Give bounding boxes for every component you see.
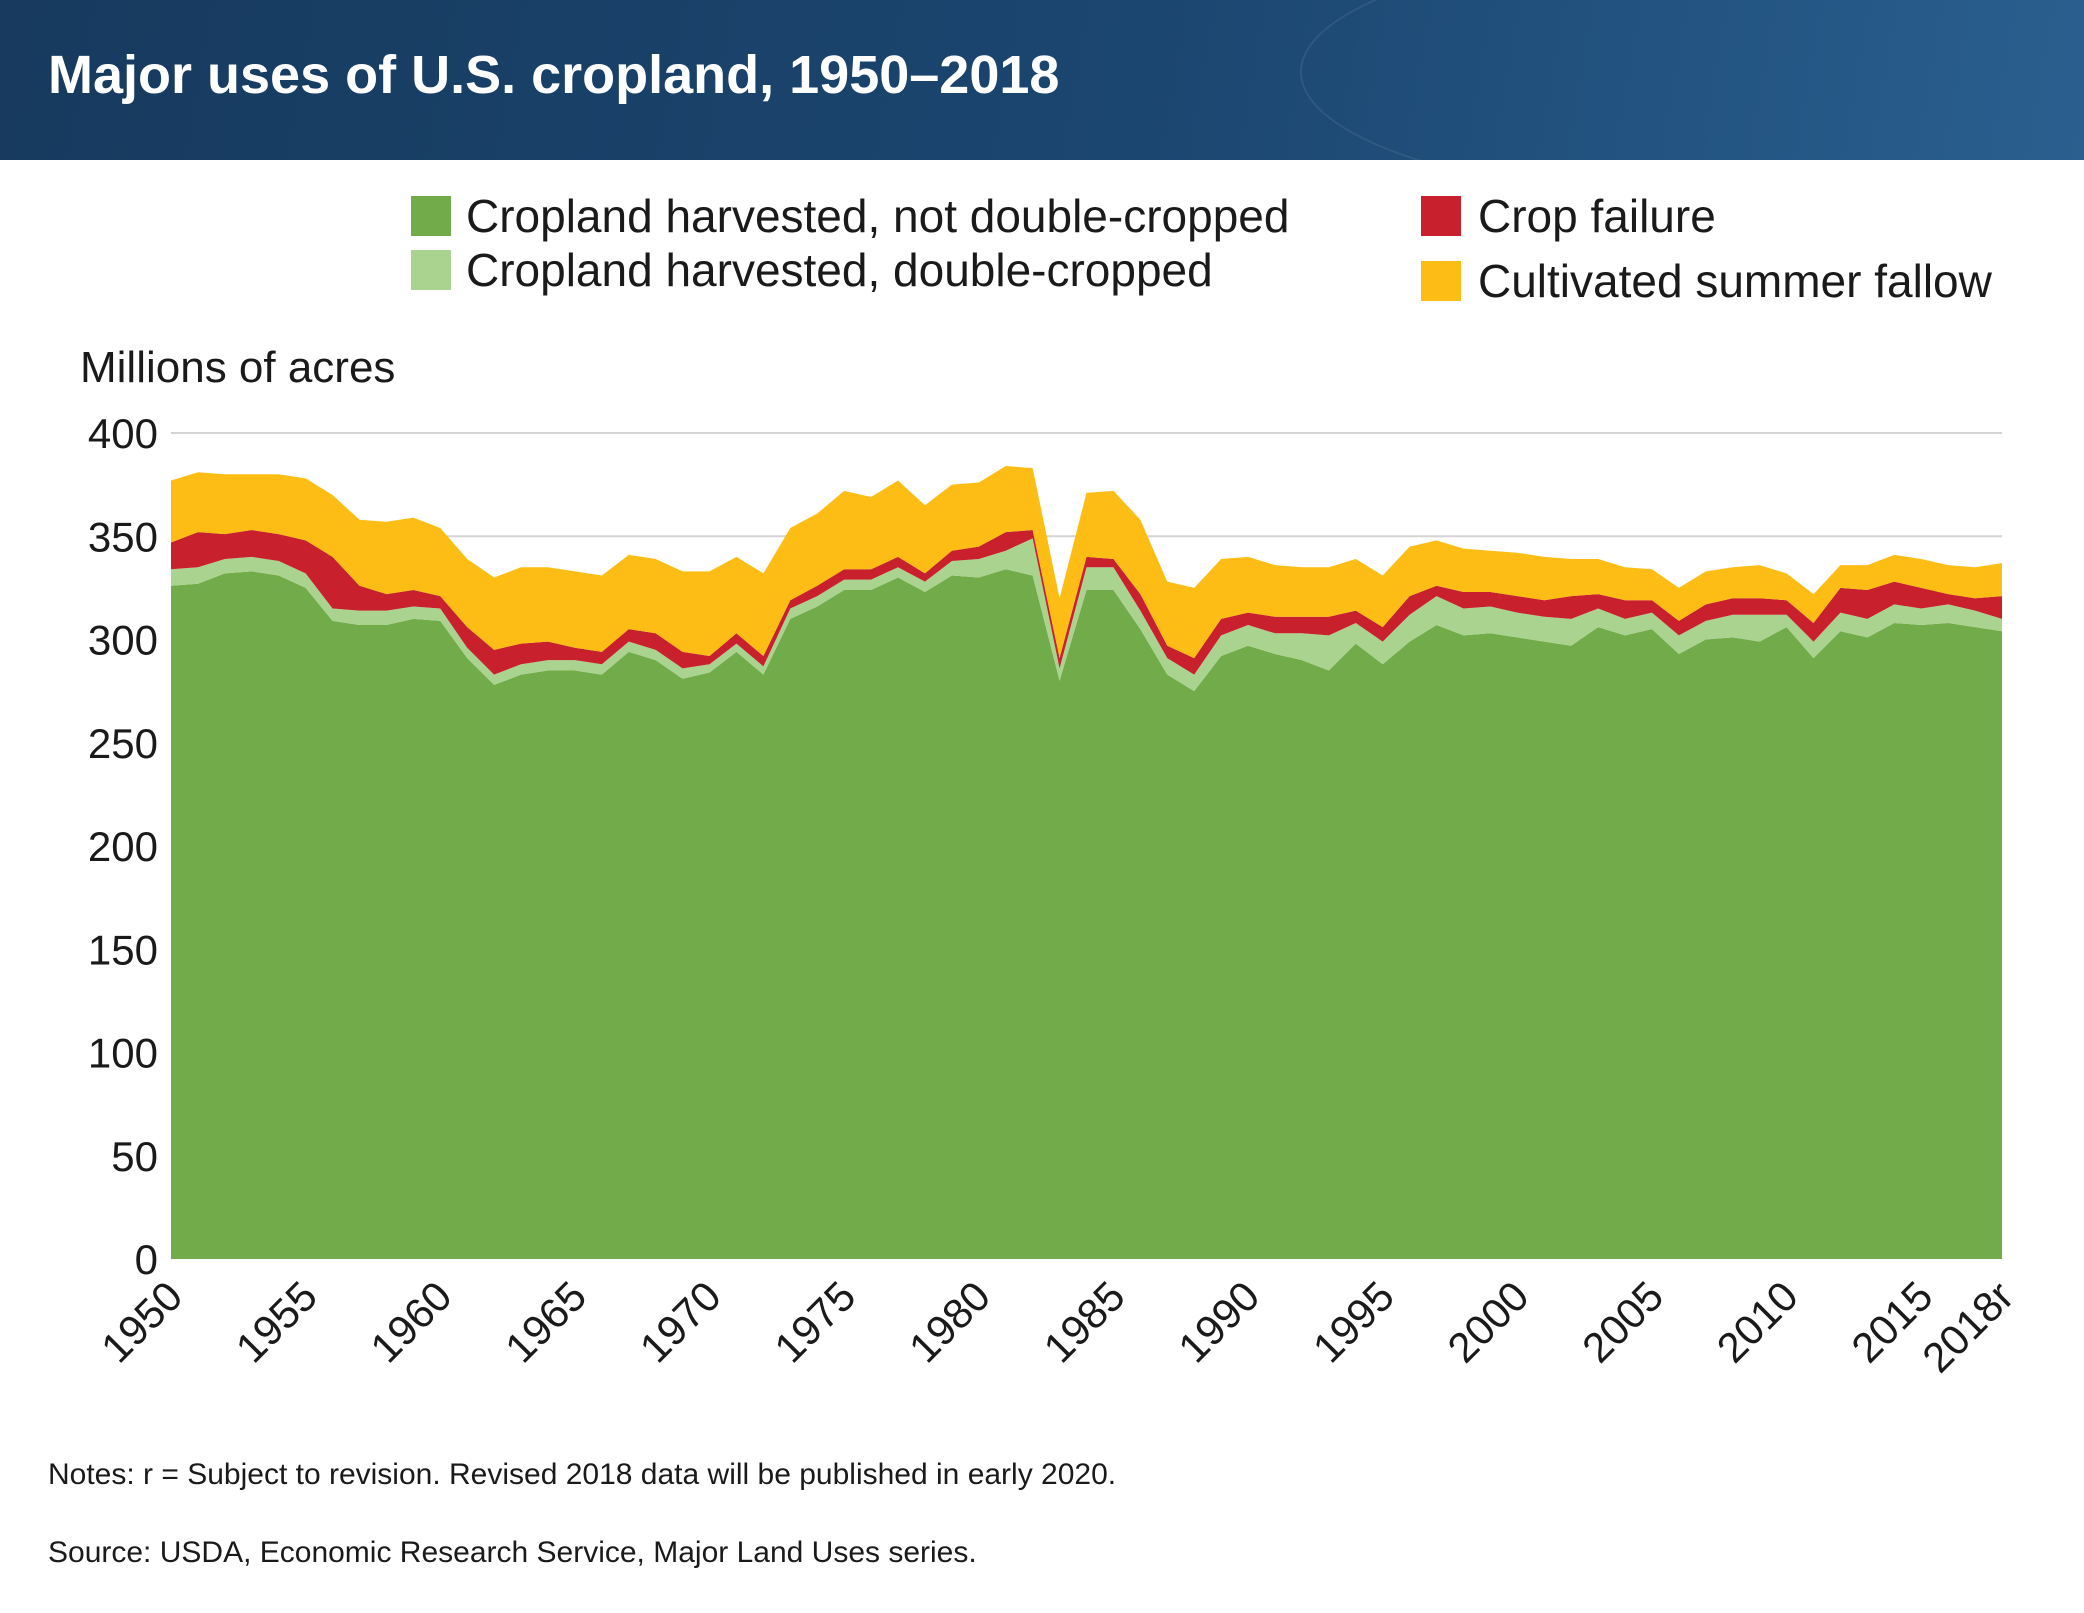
x-axis-ticks: 1950 1955 1960 1965 1970 1975 1980 1985 1990 1995… — [92, 1272, 2022, 1381]
legend-label: Crop failure — [1478, 190, 1716, 242]
x-tick-label: 1960 — [361, 1272, 460, 1371]
x-tick-label: 1980 — [900, 1272, 999, 1371]
area-series-4 — [171, 466, 2002, 659]
y-tick-label: 400 — [88, 410, 158, 457]
x-tick-label: 1965 — [496, 1272, 595, 1371]
chart-title: Major uses of U.S. cropland, 1950–2018 — [48, 45, 1060, 105]
area-series-3 — [171, 530, 2002, 675]
legend-swatch — [1421, 196, 1461, 236]
legend-label: Cropland harvested, double-cropped — [466, 244, 1213, 296]
y-axis-label: Millions of acres — [80, 343, 395, 392]
legend-label: Cultivated summer fallow — [1478, 255, 1993, 307]
area-series-2 — [171, 538, 2002, 692]
legend: Cropland harvested, not double-croppedCr… — [411, 190, 1993, 307]
y-tick-label: 250 — [88, 720, 158, 767]
notes: Notes: r = Subject to revision. Revised … — [48, 1458, 1117, 1491]
y-tick-label: 300 — [88, 617, 158, 664]
x-tick-label: 1985 — [1034, 1272, 1133, 1371]
y-tick-label: 100 — [88, 1030, 158, 1077]
x-tick-label: 1995 — [1304, 1272, 1403, 1371]
area-series-1 — [171, 569, 2002, 1259]
decorative-swoosh — [1300, 0, 2084, 160]
source: Source: USDA, Economic Research Service,… — [48, 1536, 977, 1569]
stacked-areas — [171, 466, 2002, 1259]
y-tick-label: 50 — [111, 1133, 158, 1180]
x-tick-label: 2000 — [1438, 1272, 1537, 1371]
y-tick-label: 0 — [135, 1236, 158, 1283]
y-tick-label: 200 — [88, 823, 158, 870]
y-tick-label: 150 — [88, 926, 158, 973]
y-axis-ticks: 0 50 100 150 200 250 300 350 400 — [88, 410, 158, 1283]
x-tick-label: 2005 — [1573, 1272, 1672, 1371]
legend-label: Cropland harvested, not double-cropped — [466, 190, 1289, 242]
y-tick-label: 350 — [88, 513, 158, 560]
x-tick-label: 1990 — [1169, 1272, 1268, 1371]
legend-swatch — [411, 196, 451, 236]
x-tick-label: 1975 — [765, 1272, 864, 1371]
header-banner: Major uses of U.S. cropland, 1950–2018 — [0, 0, 2084, 160]
x-tick-label: 1955 — [227, 1272, 326, 1371]
x-tick-label: 2018r — [1913, 1272, 2022, 1381]
x-tick-label: 1970 — [631, 1272, 730, 1371]
legend-swatch — [1421, 261, 1461, 301]
x-tick-label: 2010 — [1708, 1272, 1807, 1371]
x-tick-label: 1950 — [92, 1272, 191, 1371]
legend-swatch — [411, 250, 451, 290]
